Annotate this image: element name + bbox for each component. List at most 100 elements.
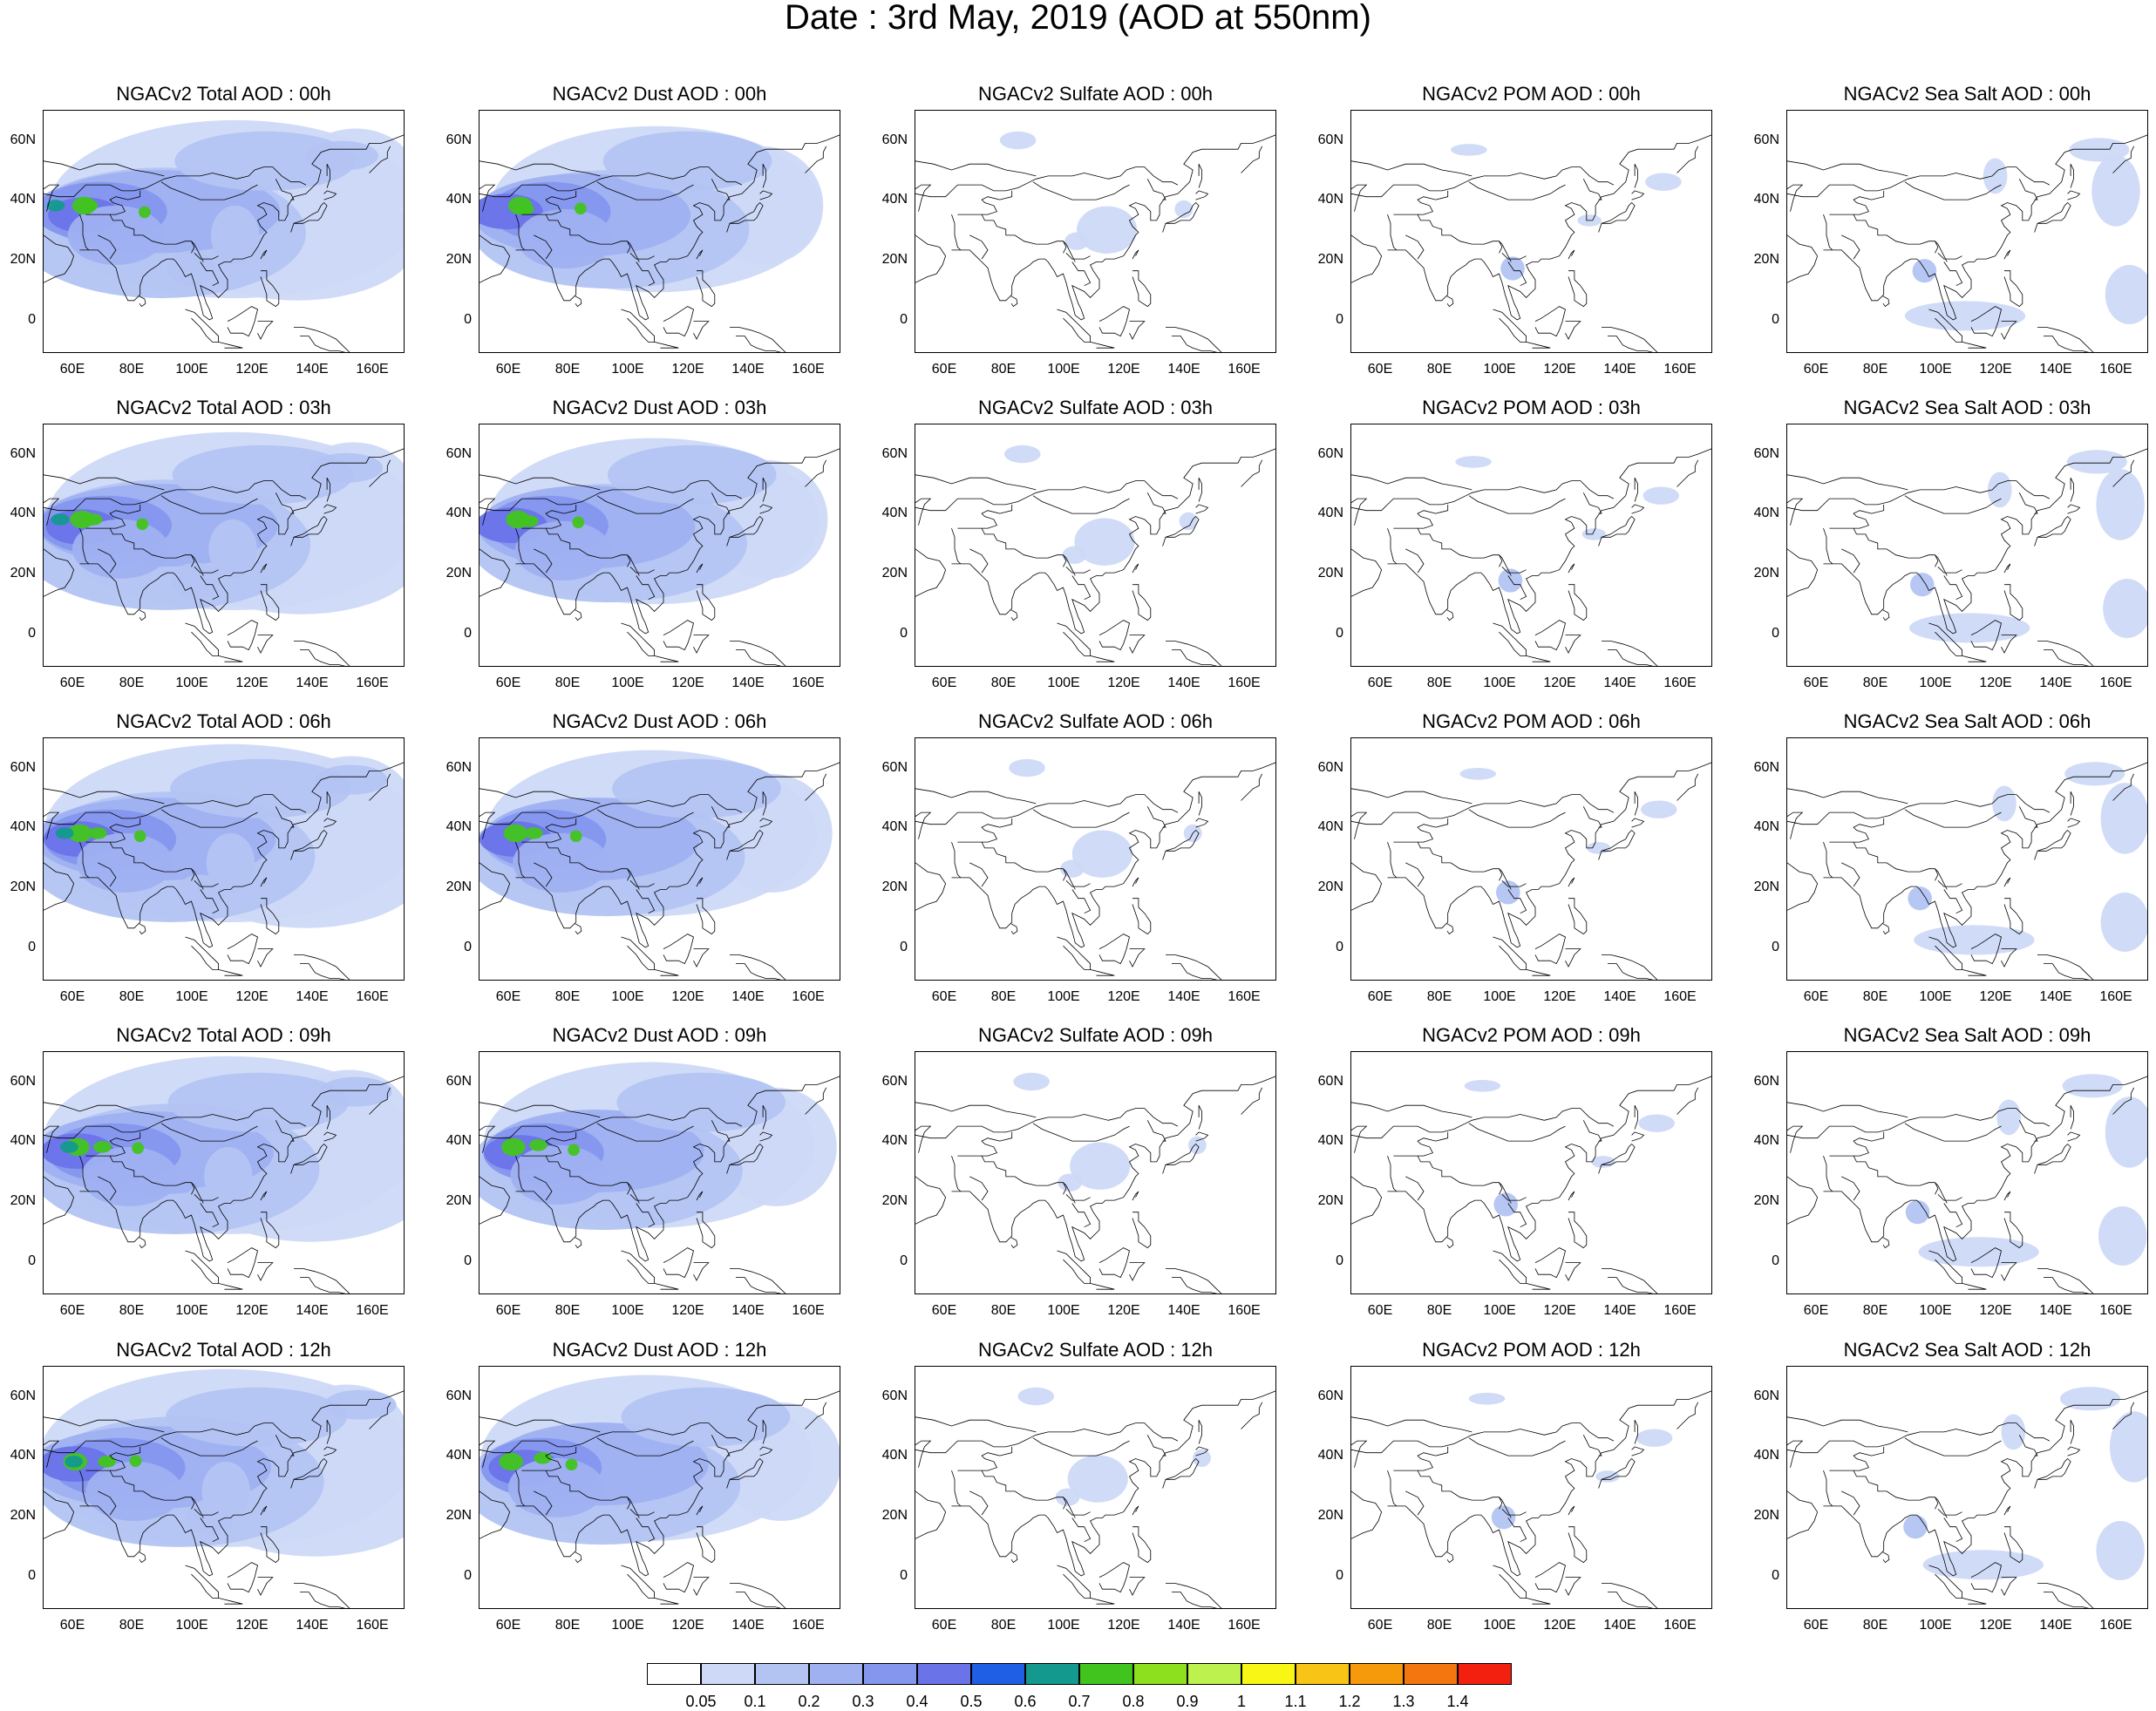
coastline (1882, 1551, 1890, 1564)
aod-blob (569, 830, 582, 843)
coastline (654, 655, 679, 662)
coastline (1417, 1131, 1449, 1157)
coastline (1904, 1437, 2002, 1456)
coastline (218, 342, 243, 349)
x-tick-label: 160E (792, 989, 825, 1004)
aod-blob (65, 1456, 83, 1468)
coastline (257, 948, 274, 968)
x-tick-label: 140E (2039, 676, 2072, 690)
coastline (185, 1565, 220, 1599)
map-area (1786, 424, 2148, 667)
panel-title: NGACv2 Sea Salt AOD : 09h (1843, 1024, 2091, 1046)
x-tick-label: 120E (671, 989, 704, 1004)
aod-blob (1174, 200, 1194, 219)
coastline (636, 261, 656, 287)
coastline (915, 811, 932, 839)
coastline (1351, 794, 1615, 825)
map-area (1786, 1051, 2148, 1294)
y-tick-label: 60N (1317, 760, 1343, 775)
coastline (1787, 1125, 1804, 1153)
coastline (227, 934, 258, 965)
coastline (534, 548, 553, 574)
aod-blob (167, 250, 216, 287)
y-tick-label: 20N (445, 1508, 472, 1523)
coastline (2018, 179, 2038, 200)
coastline (2003, 898, 2023, 935)
coastline (515, 762, 840, 948)
coastline (1882, 923, 1890, 935)
x-tick-label: 120E (1543, 1618, 1576, 1633)
coastline (1063, 241, 1076, 262)
coastline (257, 321, 274, 340)
x-tick-label: 60E (931, 362, 957, 377)
colorbar-label: 0.05 (685, 1693, 717, 1710)
coastline (1032, 1437, 1130, 1456)
coastline (636, 889, 656, 914)
coastline (730, 1267, 786, 1293)
coastline (1943, 575, 1963, 601)
aod-blob (1193, 1449, 1211, 1467)
coastline (957, 527, 1067, 567)
coastline (1499, 554, 1512, 576)
coastline (1823, 134, 2147, 321)
aod-blob (1062, 546, 1087, 564)
coastline (915, 480, 1179, 512)
colorbar-label: 0.4 (906, 1693, 928, 1710)
coastline (915, 1416, 1037, 1433)
aod-blob (608, 445, 777, 505)
coastline (1493, 309, 1527, 343)
aod-blob (1179, 512, 1198, 531)
coastline (479, 1125, 496, 1153)
aod-blob (1017, 1387, 1055, 1406)
map-area (1350, 424, 1712, 667)
coastline (1393, 527, 1503, 567)
coastline (1351, 862, 1383, 911)
x-tick-label: 100E (611, 676, 644, 690)
x-tick-label: 160E (356, 1618, 389, 1633)
coastline (2001, 1262, 2017, 1281)
aod-blob (2103, 579, 2147, 638)
coastline (1853, 1446, 1885, 1471)
panel-title: NGACv2 Total AOD : 00h (116, 83, 331, 105)
x-tick-label: 60E (1367, 1618, 1393, 1633)
y-tick-label: 0 (1772, 940, 1779, 954)
aod-blob (515, 203, 534, 215)
x-tick-label: 160E (356, 989, 389, 1004)
coastline (730, 640, 786, 666)
y-tick-label: 60N (1753, 446, 1779, 461)
x-tick-label: 100E (1047, 1303, 1080, 1318)
coastline (1962, 342, 1987, 349)
panel-title: NGACv2 Total AOD : 09h (116, 1024, 331, 1046)
coastline (1098, 1247, 1130, 1279)
coastline (2003, 1505, 2011, 1516)
y-tick-label: 40N (445, 1133, 472, 1148)
coastline (726, 515, 764, 547)
colorbar-label: 1.1 (1284, 1693, 1307, 1710)
x-tick-label: 60E (59, 1618, 85, 1633)
y-tick-label: 0 (464, 940, 472, 954)
colorbar-swatch (1133, 1663, 1187, 1685)
map-panel-pom-0: NGACv2 POM AOD : 00h 60N 40N 20N 0 60E 80E 100E… (1318, 83, 1712, 377)
coastline (711, 806, 731, 828)
coastline (191, 1497, 204, 1518)
map-panel-total-4: NGACv2 Total AOD : 12h 60N 40N 20N 0 60E 80E 10… (10, 1339, 405, 1633)
coastline (915, 474, 1037, 491)
aod-blob (507, 1457, 605, 1517)
x-tick-label: 60E (1803, 676, 1829, 690)
aod-blob (1903, 1515, 1928, 1539)
coastline (1065, 567, 1091, 574)
coastline (1787, 794, 2051, 825)
coastline (730, 1582, 786, 1608)
coastline (1928, 1565, 1963, 1599)
y-tick-label: 40N (1753, 819, 1779, 834)
y-tick-label: 0 (1772, 1568, 1779, 1583)
coastline (696, 563, 704, 574)
coastline (1198, 1420, 1202, 1444)
x-tick-label: 60E (931, 1618, 957, 1633)
coastline (1787, 788, 1908, 805)
coastline (1602, 326, 1658, 352)
coastline (2067, 504, 2081, 514)
coastline (627, 868, 640, 890)
coastline (1882, 295, 1890, 308)
coastline (1351, 234, 1383, 283)
